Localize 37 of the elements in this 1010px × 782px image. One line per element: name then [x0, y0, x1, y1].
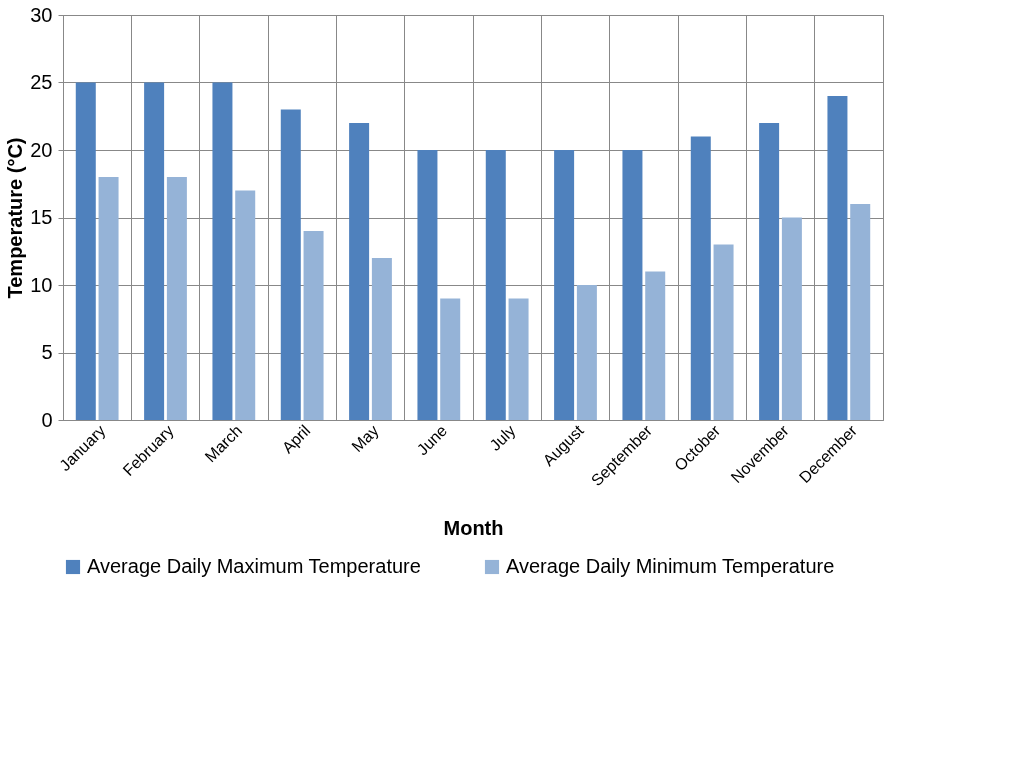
- bar: [212, 82, 233, 420]
- y-tick-label: 5: [41, 341, 53, 363]
- y-tick-label: 25: [30, 71, 53, 93]
- bar: [144, 82, 165, 420]
- y-axis-title: Temperature (°C): [4, 137, 27, 299]
- bar: [827, 96, 848, 420]
- legend-label: Average Daily Maximum Temperature: [87, 555, 421, 577]
- y-tick-label: 15: [30, 206, 53, 228]
- bar: [485, 150, 506, 420]
- bar: [850, 204, 871, 420]
- bar: [576, 285, 597, 420]
- bar: [554, 150, 575, 420]
- y-tick-label: 10: [30, 273, 53, 296]
- bar: [690, 136, 711, 420]
- bar: [713, 244, 734, 420]
- y-tick-label: 30: [30, 3, 53, 26]
- legend-label: Average Daily Minimum Temperature: [506, 555, 835, 577]
- bar: [303, 231, 324, 420]
- bar: [75, 82, 96, 420]
- bar: [622, 150, 643, 420]
- bar: [280, 109, 301, 420]
- bar: [759, 123, 780, 420]
- bar: [417, 150, 438, 420]
- x-axis-title: Month: [443, 517, 504, 540]
- bar: [235, 190, 256, 420]
- x-tick-label: May: [348, 421, 382, 456]
- bar: [98, 177, 119, 420]
- bar: [166, 177, 187, 420]
- bar: [781, 217, 802, 420]
- bar: [349, 123, 370, 420]
- bar: [371, 258, 392, 420]
- x-tick-label: July: [486, 421, 519, 454]
- y-tick-label: 20: [30, 138, 53, 161]
- y-tick-label: 0: [41, 408, 53, 431]
- bar: [508, 298, 529, 420]
- bar: [645, 271, 666, 420]
- bar: [440, 298, 461, 420]
